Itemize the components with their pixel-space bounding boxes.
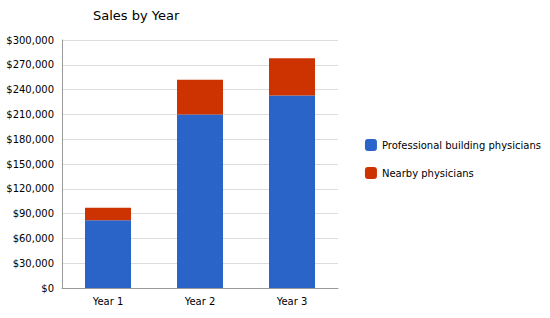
svg-text:$90,000: $90,000: [13, 208, 54, 219]
svg-text:$60,000: $60,000: [13, 233, 54, 244]
svg-text:$150,000: $150,000: [6, 159, 54, 170]
svg-text:$270,000: $270,000: [6, 59, 54, 70]
svg-text:$210,000: $210,000: [6, 109, 54, 120]
svg-text:Year 1: Year 1: [92, 296, 124, 307]
svg-text:Year 2: Year 2: [184, 296, 216, 307]
svg-text:Year 3: Year 3: [276, 296, 308, 307]
svg-text:$240,000: $240,000: [6, 84, 54, 95]
svg-text:$0: $0: [41, 283, 54, 294]
svg-text:Nearby physicians: Nearby physicians: [382, 168, 474, 179]
svg-text:$180,000: $180,000: [6, 134, 54, 145]
svg-text:Sales by Year: Sales by Year: [93, 8, 180, 23]
svg-text:Professional building physicia: Professional building physicians: [382, 140, 541, 151]
svg-text:$30,000: $30,000: [13, 258, 54, 269]
svg-text:$120,000: $120,000: [6, 183, 54, 194]
svg-text:$300,000: $300,000: [6, 35, 54, 46]
